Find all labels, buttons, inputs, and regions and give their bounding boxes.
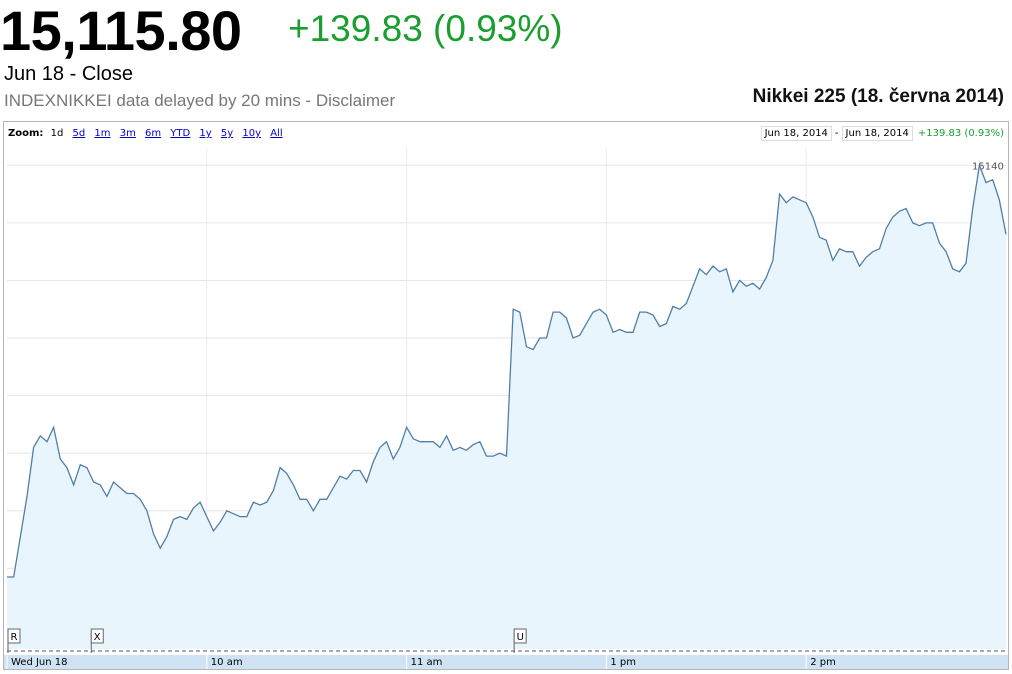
x-tick-label: 11 am: [411, 657, 443, 668]
disclaimer-link[interactable]: Disclaimer: [315, 91, 396, 110]
zoom-all[interactable]: All: [270, 128, 283, 139]
zoom-bar: Zoom: 1d 5d 1m 3m 6m YTD 1y 5y 10y All: [8, 128, 289, 139]
range-separator: -: [834, 128, 839, 139]
time-axis-band: [4, 655, 1008, 669]
marker-flag: [90, 628, 104, 644]
marker-label: R: [11, 632, 18, 643]
source-label: INDEXNIKKEI data delayed by 20 mins - Di…: [4, 91, 395, 111]
y-tick-label: 15140: [972, 161, 1004, 172]
zoom-1m[interactable]: 1m: [94, 128, 111, 139]
date-range: Jun 18, 2014 - Jun 18, 2014 +139.83 (0.9…: [760, 126, 1004, 141]
chart-frame: Zoom: 1d 5d 1m 3m 6m YTD 1y 5y 10y All J…: [3, 121, 1009, 670]
zoom-6m[interactable]: 6m: [145, 128, 162, 139]
source-text: INDEXNIKKEI data delayed by 20 mins -: [4, 91, 316, 110]
zoom-1d[interactable]: 1d: [50, 128, 64, 139]
zoom-ytd[interactable]: YTD: [170, 128, 191, 139]
chart-title: Nikkei 225 (18. června 2014): [752, 86, 1004, 107]
marker-flag: [513, 628, 527, 644]
zoom-3m[interactable]: 3m: [119, 128, 136, 139]
range-change: +139.83 (0.93%): [917, 128, 1004, 139]
marker-label: U: [517, 632, 524, 643]
zoom-1y[interactable]: 1y: [199, 128, 212, 139]
price-change: +139.83 (0.93%): [288, 8, 563, 49]
range-start-date[interactable]: Jun 18, 2014: [760, 126, 832, 141]
marker-flag: [7, 628, 21, 644]
price-chart[interactable]: 1498015000150201504015060150801510015120…: [4, 122, 1008, 669]
zoom-5y[interactable]: 5y: [220, 128, 234, 139]
area-fill: [7, 165, 1006, 650]
zoom-label: Zoom:: [8, 128, 44, 139]
zoom-10y[interactable]: 10y: [242, 128, 262, 139]
price-value: 15,115.80: [0, 0, 242, 62]
close-label: Jun 18 - Close: [4, 63, 133, 85]
x-tick-label: 2 pm: [810, 657, 836, 668]
x-tick-label: 1 pm: [610, 657, 636, 668]
range-end-date[interactable]: Jun 18, 2014: [841, 126, 913, 141]
zoom-5d[interactable]: 5d: [72, 128, 86, 139]
marker-label: X: [94, 632, 101, 643]
x-tick-label: 10 am: [211, 657, 243, 668]
price-line: [7, 162, 1007, 578]
x-tick-label: Wed Jun 18: [11, 657, 68, 668]
